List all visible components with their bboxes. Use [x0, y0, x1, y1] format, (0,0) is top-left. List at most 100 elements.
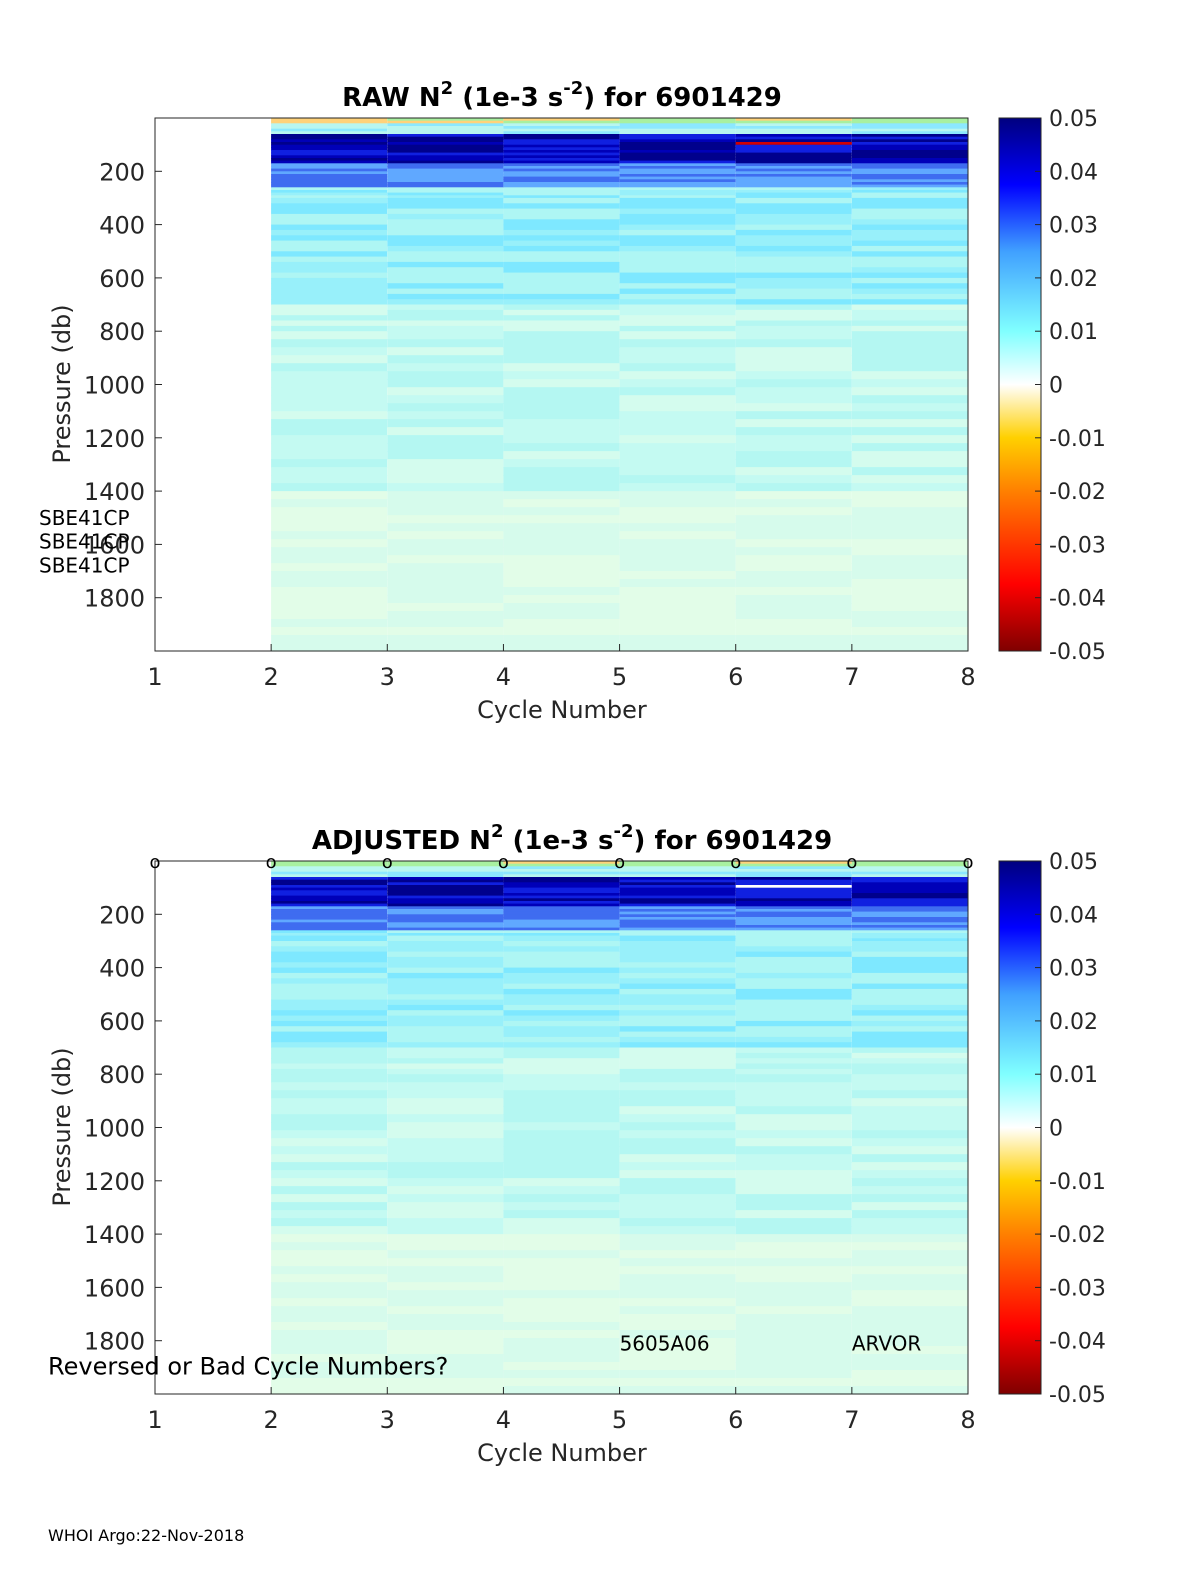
heatmap-cell [387, 158, 504, 162]
heatmap-cell [387, 901, 504, 905]
heatmap-cell [735, 901, 852, 905]
heatmap-cell [619, 171, 736, 175]
heatmap-cell [851, 147, 968, 151]
heatmap-cell [851, 885, 968, 889]
heatmap-cell [735, 933, 852, 937]
heatmap-cell [619, 1306, 736, 1315]
heatmap-cell [387, 906, 504, 910]
heatmap-cell [619, 184, 736, 188]
heatmap-cell [503, 933, 620, 937]
x-axis-ticks: 1 2 3 4 5 6 7 8 [147, 1387, 976, 1434]
heatmap-cell [735, 967, 852, 974]
heatmap-cell [387, 451, 504, 460]
heatmap-cell [503, 1370, 620, 1379]
heatmap-cell [735, 347, 852, 356]
heatmap-cell [271, 197, 388, 204]
heatmap-cell [271, 387, 388, 396]
heatmap-cell [503, 927, 620, 931]
annotation-text: SBE41CP [39, 554, 130, 578]
heatmap-cell [851, 972, 968, 979]
heatmap-cell [735, 1322, 852, 1331]
heatmap-cell [271, 927, 388, 931]
heatmap-cell [735, 619, 852, 628]
heatmap-cell [619, 603, 736, 612]
heatmap-cell [851, 251, 968, 258]
heatmap-cell [735, 1114, 852, 1123]
heatmap-cell [851, 1130, 968, 1139]
heatmap-cell [619, 1322, 736, 1331]
heatmap-cell [387, 887, 504, 891]
heatmap-cell [503, 435, 620, 444]
heatmap-cell [271, 999, 388, 1006]
heatmap-cell [387, 978, 504, 985]
heatmap-cell [503, 1082, 620, 1091]
heatmap-cell [851, 192, 968, 196]
heatmap-cell [271, 1042, 388, 1049]
heatmap-cell [387, 120, 504, 124]
heatmap-cell [735, 483, 852, 492]
heatmap-cell [387, 1346, 504, 1355]
heatmap-cell [851, 1306, 968, 1315]
heatmap-cell [735, 869, 852, 873]
heatmap-cell [271, 1226, 388, 1235]
heatmap-cell [735, 1162, 852, 1171]
heatmap-cell [735, 219, 852, 226]
heatmap-cell [619, 256, 736, 263]
heatmap-cell [271, 379, 388, 388]
heatmap-cell [735, 142, 852, 145]
heatmap-cell [387, 395, 504, 404]
heatmap-cell [387, 363, 504, 372]
heatmap-cell [503, 988, 620, 995]
heatmap-cell [271, 1178, 388, 1187]
heatmap-cell [851, 229, 968, 236]
heatmap-cell [851, 120, 968, 124]
heatmap-cell [271, 1098, 388, 1107]
heatmap-cell [735, 190, 852, 194]
heatmap-cell [271, 914, 388, 918]
heatmap-cell [387, 603, 504, 612]
heatmap-cell [619, 136, 736, 140]
heatmap-cell [619, 1242, 736, 1251]
heatmap-cell [387, 251, 504, 258]
heatmap-cell [271, 158, 388, 162]
heatmap-cell [271, 1242, 388, 1251]
heatmap-cell [735, 555, 852, 564]
colorbar-tick-label: -0.04 [1049, 587, 1106, 612]
heatmap-cell [271, 1020, 388, 1027]
heatmap-cell [619, 166, 736, 170]
heatmap-cell [619, 903, 736, 907]
heatmap-cell [619, 355, 736, 364]
heatmap-cell [619, 139, 736, 143]
heatmap-cell [271, 411, 388, 420]
y-tick-label: 1400 [84, 1221, 145, 1249]
heatmap-cell [503, 885, 620, 889]
heatmap-cell [735, 930, 852, 934]
heatmap-cell [735, 240, 852, 247]
colorbar-gradient [998, 860, 1042, 1395]
heatmap-cell [619, 1047, 736, 1054]
heatmap-cell [735, 315, 852, 322]
heatmap-cell [619, 128, 736, 132]
heatmap-cell [851, 962, 968, 969]
heatmap-cell [851, 587, 968, 596]
heatmap-cell [619, 531, 736, 540]
heatmap-cell [387, 1218, 504, 1227]
heatmap-cell [735, 1266, 852, 1275]
heatmap-cell [735, 903, 852, 907]
heatmap-cell [735, 192, 852, 196]
heatmap-cell [503, 507, 620, 516]
heatmap-cell [735, 1362, 852, 1371]
heatmap-cell [271, 547, 388, 556]
heatmap-cell [619, 861, 736, 865]
heatmap-cell [851, 1068, 968, 1075]
heatmap-cell [503, 643, 620, 652]
heatmap-cell [735, 120, 852, 124]
heatmap-cell [271, 190, 388, 194]
heatmap-cell [851, 1274, 968, 1283]
heatmap-cell [851, 571, 968, 580]
heatmap-cell [735, 882, 852, 886]
cycle-marker: o [382, 852, 393, 873]
heatmap-cell [619, 467, 736, 476]
heatmap-cell [735, 951, 852, 958]
heatmap-cell [271, 475, 388, 484]
